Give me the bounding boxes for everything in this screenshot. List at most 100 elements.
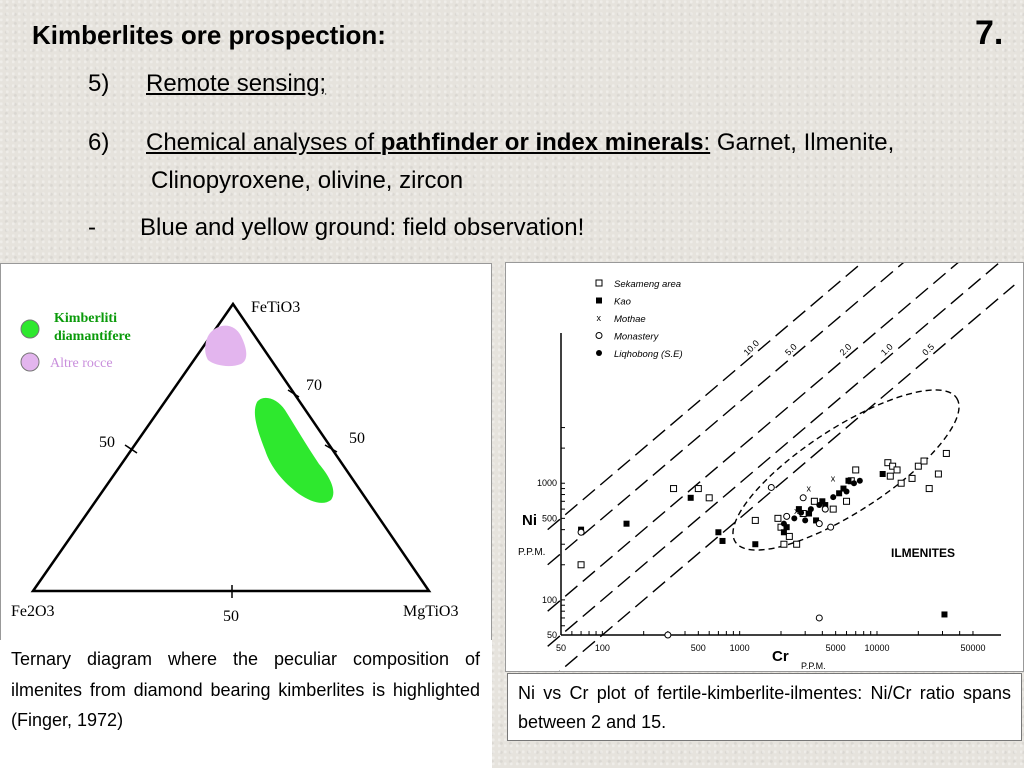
bullet-marker: - [88, 214, 96, 241]
data-point [780, 520, 787, 527]
x-axis-unit: P.P.M. [801, 661, 826, 671]
data-point [934, 470, 942, 478]
x-tick-label: 50000 [960, 643, 985, 653]
ratio-line-1.0 [547, 249, 1015, 647]
data-point [914, 462, 922, 470]
vertex-label-fetio3: FeTiO3 [251, 299, 300, 316]
tick-left-50 [124, 444, 138, 454]
legend-marker [595, 279, 603, 287]
data-point [819, 498, 826, 505]
x-tick-label: 500 [691, 643, 706, 653]
data-point [780, 540, 788, 548]
slide-number: 7. [975, 14, 1004, 52]
data-point [893, 466, 901, 474]
tick-label-bottom-50: 50 [223, 608, 239, 625]
legend-marker [596, 297, 602, 304]
data-point [897, 479, 905, 487]
legend-marker [595, 332, 603, 339]
data-point [843, 497, 851, 505]
data-point [752, 541, 759, 548]
tick-right-50 [324, 444, 338, 453]
data-point [807, 506, 814, 513]
ratio-label-5.0: 5.0 [783, 342, 799, 358]
data-point [813, 517, 820, 524]
legend-label: Kao [614, 297, 631, 308]
legend-kimberlite-swatch [20, 319, 40, 339]
legend-label: Sekameng area [614, 279, 681, 290]
bullet-marker: 6) [88, 129, 110, 156]
data-point [827, 523, 835, 531]
ilmenites-annotation: ILMENITES [891, 546, 955, 560]
data-point [791, 515, 798, 522]
data-point [830, 494, 837, 501]
tick-right-70 [287, 389, 300, 398]
y-tick-label: 1000 [537, 478, 557, 488]
y-axis-label: Ni [522, 512, 537, 529]
data-point [623, 520, 630, 527]
bullet-text: Blue and yellow ground: field observatio… [140, 214, 585, 241]
data-point [694, 485, 702, 493]
ratio-line-0.5 [547, 284, 1015, 682]
pathfinder-minerals-text: pathfinder or index minerals [380, 129, 704, 156]
data-point [802, 517, 809, 524]
axes: 50 100 500 1000 5000 10000 50000 50 100 500 1000 [537, 333, 1001, 653]
data-point [829, 505, 837, 513]
data-point [822, 502, 829, 509]
ternary-triangle [30, 301, 432, 593]
x-tick-label: 100 [595, 643, 610, 653]
data-point [798, 509, 805, 516]
colon-text: : [703, 129, 711, 156]
data-point [852, 466, 860, 474]
data-point: x [794, 506, 799, 516]
data-point [577, 561, 585, 569]
data-point [715, 529, 722, 536]
data-point [840, 485, 847, 492]
data-point [810, 497, 818, 505]
legend-marker: x [597, 313, 602, 323]
data-point [908, 474, 916, 482]
x-tick-label: 5000 [826, 643, 846, 653]
y-tick-label: 500 [542, 513, 557, 523]
data-point [843, 488, 850, 495]
ternary-caption: Ternary diagram where the peculiar compo… [0, 640, 492, 768]
y-tick-label: 100 [542, 595, 557, 605]
data-point [751, 516, 759, 524]
ratio-label-2.0: 2.0 [838, 342, 854, 358]
data-point [806, 510, 813, 517]
data-point [793, 540, 801, 548]
data-point [850, 480, 857, 487]
data-point: x [807, 484, 812, 494]
legend-other-rocks-label: Altre rocce [50, 356, 113, 371]
mineral-list-text: Garnet, Ilmenite, [710, 129, 895, 156]
data-point [815, 614, 823, 622]
data-point [920, 457, 928, 465]
tick-label-right-70: 70 [306, 377, 322, 394]
data-point [795, 506, 802, 513]
data-point [941, 611, 948, 618]
ratio-label-1.0: 1.0 [879, 342, 895, 358]
data-point [687, 494, 694, 501]
ni-cr-scatter-panel: 0.5 1.0 2.0 5.0 10.0 50 100 500 1000 5000 10000 50… [505, 132, 1024, 682]
scatter-legend: Sekameng area Kao x Mothae Monastery Liqhobon… [595, 279, 683, 360]
x-tick-label: 50 [556, 643, 566, 653]
legend-label: Monastery [614, 332, 660, 343]
bullet-text: Remote sensing; [146, 70, 327, 97]
data-point: x [831, 473, 836, 483]
scatter-caption: Ni vs Cr plot of fertile-kimberlite-ilme… [507, 673, 1022, 741]
tick-label-left-50: 50 [99, 434, 115, 451]
ratio-line-2.0 [547, 214, 1015, 612]
slide-title: Kimberlites ore prospection: [32, 20, 386, 50]
legend-label: Liqhobong (S.E) [614, 349, 683, 360]
data-points: xxxx [577, 449, 950, 639]
data-point [664, 631, 672, 639]
x-tick-label: 1000 [730, 643, 750, 653]
other-rocks-region [205, 325, 247, 367]
data-point [821, 505, 829, 513]
legend-label: Mothae [614, 314, 646, 325]
bullet-marker: 5) [88, 70, 110, 97]
legend-kimberlite-label-2: diamantifere [54, 329, 131, 344]
chemical-analyses-text: Chemical analyses of [146, 129, 381, 156]
legend-other-rocks-swatch [20, 352, 40, 372]
data-point [925, 485, 933, 493]
ni-cr-scatter-plot: 0.51.02.05.010.0 50 100 500 1000 5000 10000 50… [518, 132, 1015, 682]
